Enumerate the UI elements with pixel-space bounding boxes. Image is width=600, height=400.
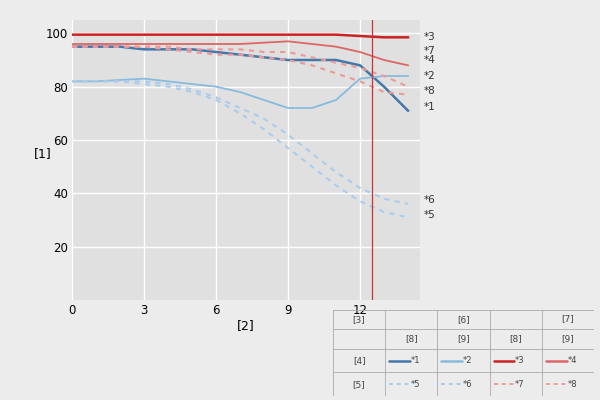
Text: *8: *8 <box>568 380 577 389</box>
Text: *5: *5 <box>411 380 420 389</box>
Text: [5]: [5] <box>353 380 365 389</box>
Text: [8]: [8] <box>509 334 522 344</box>
Text: *2: *2 <box>424 71 436 81</box>
Text: *6: *6 <box>424 195 436 205</box>
Text: *7: *7 <box>515 380 525 389</box>
Text: *1: *1 <box>424 102 436 112</box>
Text: [4]: [4] <box>353 356 365 365</box>
Text: *3: *3 <box>424 32 436 42</box>
Text: *3: *3 <box>515 356 525 365</box>
Text: *5: *5 <box>424 210 436 220</box>
Text: [8]: [8] <box>405 334 418 344</box>
X-axis label: [2]: [2] <box>237 318 255 332</box>
Text: [3]: [3] <box>353 315 365 324</box>
Text: *2: *2 <box>463 356 472 365</box>
Text: [9]: [9] <box>457 334 470 344</box>
Text: *6: *6 <box>463 380 473 389</box>
Text: [6]: [6] <box>457 315 470 324</box>
Text: *8: *8 <box>424 86 436 96</box>
Text: *1: *1 <box>411 356 420 365</box>
Text: [9]: [9] <box>562 334 574 344</box>
Text: *4: *4 <box>568 356 577 365</box>
Text: [7]: [7] <box>562 314 574 323</box>
Text: *7: *7 <box>424 46 436 56</box>
Y-axis label: [1]: [1] <box>34 147 52 160</box>
Text: *4: *4 <box>424 55 436 65</box>
